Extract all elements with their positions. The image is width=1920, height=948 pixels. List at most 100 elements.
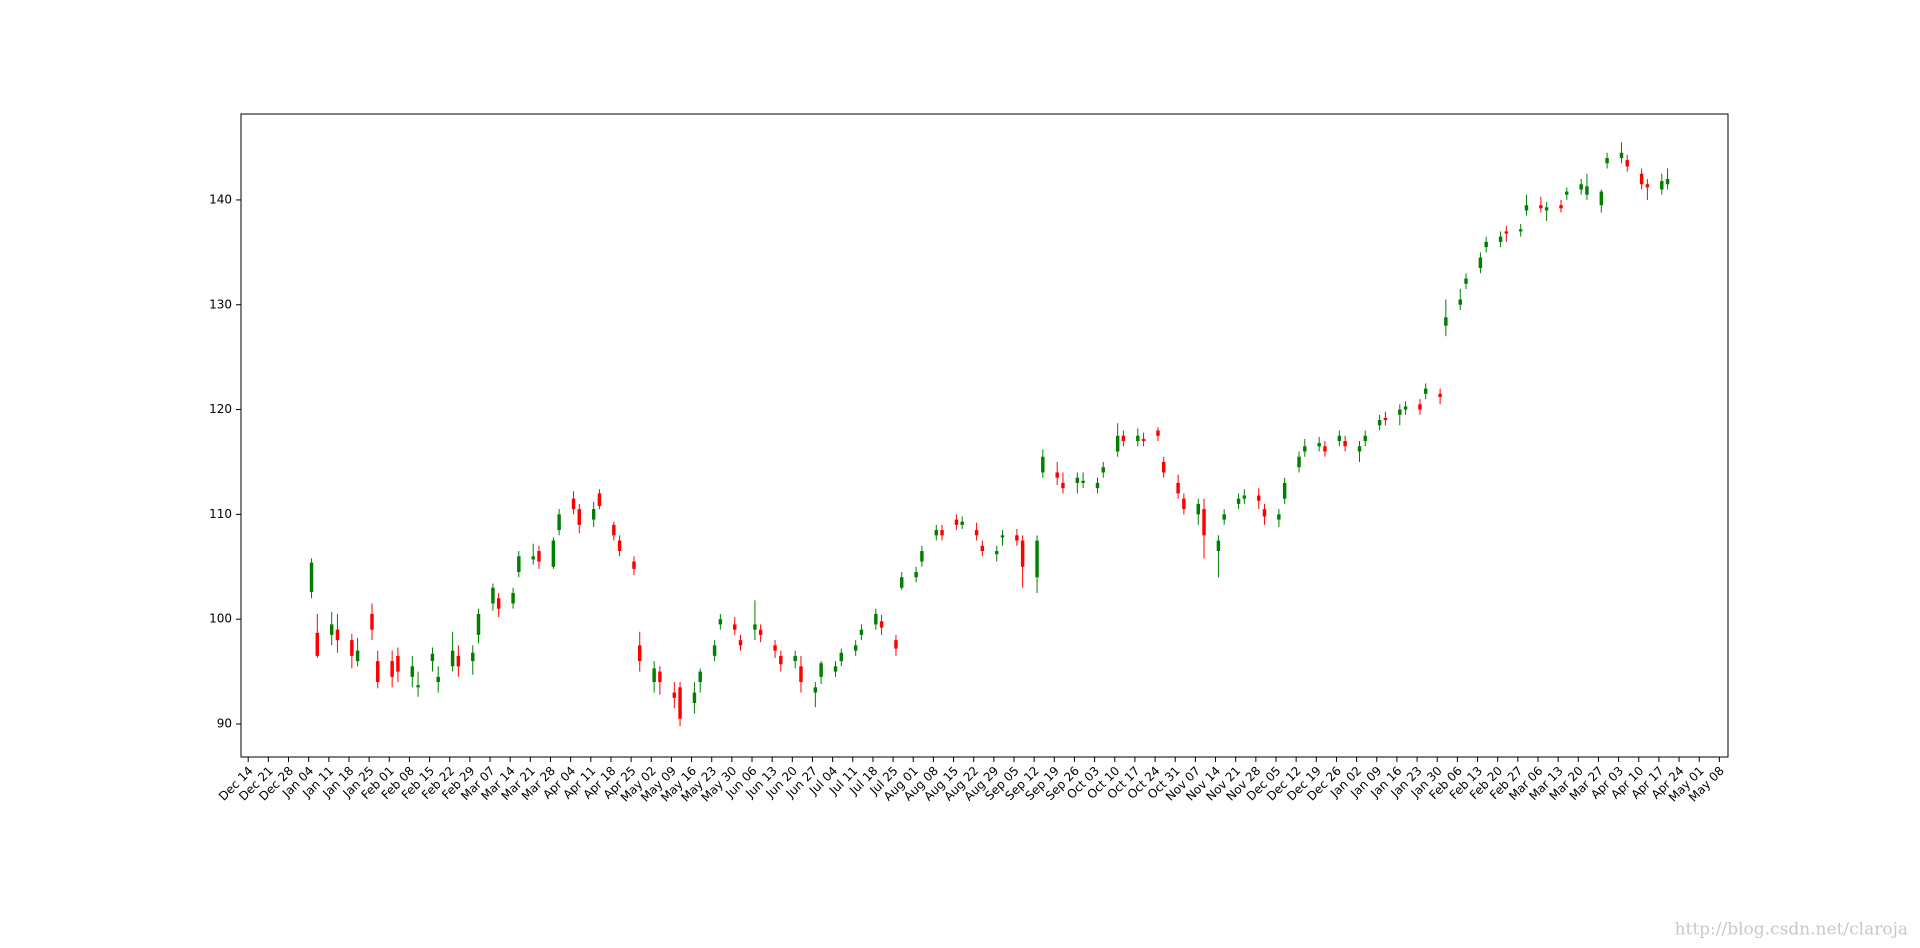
candle-body: [1660, 181, 1664, 190]
candle-body: [1256, 495, 1261, 501]
candle-body: [471, 652, 475, 662]
candle-body: [960, 521, 964, 525]
candle-body: [1539, 205, 1543, 209]
candle-body: [1156, 430, 1160, 436]
candle-body: [658, 671, 662, 683]
candle-body: [1559, 205, 1563, 209]
candle-body: [813, 687, 818, 693]
candle-body: [1222, 514, 1226, 520]
candle-body: [712, 645, 717, 656]
candle-body: [335, 629, 340, 641]
candle-body: [1297, 456, 1301, 468]
candle-body: [410, 666, 415, 677]
candle-body: [859, 629, 864, 635]
candle-body: [940, 530, 944, 536]
candle-body: [738, 640, 743, 646]
candle-body: [531, 556, 535, 560]
candle-body: [833, 666, 838, 672]
candle-body: [591, 509, 596, 520]
candle-body: [698, 671, 702, 683]
candle-body: [309, 562, 314, 592]
candle-body: [1639, 173, 1644, 185]
candle-body: [1041, 456, 1045, 473]
candle-body: [779, 655, 783, 665]
plot-frame: [240, 113, 1729, 758]
candle-body: [1242, 495, 1247, 499]
candle-body: [1000, 535, 1005, 538]
candle-body: [1075, 477, 1080, 483]
candle-body: [577, 509, 582, 525]
candle-body: [692, 692, 697, 704]
y-tick-label: 140: [209, 192, 232, 206]
candle-body: [733, 624, 737, 630]
candle-body: [1337, 435, 1342, 442]
candle-body: [799, 666, 803, 683]
candle-body: [1020, 540, 1025, 567]
y-tick-label: 110: [209, 507, 232, 521]
candle-body: [1141, 438, 1146, 442]
candle-body: [1565, 191, 1569, 195]
candle-body: [1343, 441, 1347, 447]
candle-body: [1625, 160, 1629, 167]
candle-body: [1645, 184, 1650, 188]
candle-body: [793, 655, 797, 662]
candle-body: [1377, 420, 1382, 426]
candle-body: [1262, 509, 1267, 517]
candle-body: [436, 676, 440, 683]
candle-body: [517, 556, 521, 573]
candle-body: [1136, 435, 1140, 442]
candle-body: [329, 624, 334, 635]
candle-body: [476, 613, 481, 635]
candle-body: [853, 645, 858, 651]
candle-body: [914, 572, 918, 578]
candle-body: [1544, 207, 1549, 211]
candle-body: [980, 545, 985, 552]
candle-body: [1323, 446, 1327, 452]
candle-body: [416, 685, 420, 688]
candle-body: [1665, 178, 1670, 185]
candle-body: [537, 551, 541, 562]
candle-body: [1015, 535, 1019, 541]
candle-body: [894, 640, 898, 649]
candle-body: [1081, 480, 1085, 483]
candle-body: [1095, 482, 1100, 489]
candle-body: [1121, 435, 1126, 442]
candle-body: [511, 592, 515, 604]
candle-body: [632, 561, 636, 569]
candle-body: [1498, 236, 1503, 242]
candle-body: [758, 629, 763, 635]
candle-body: [1579, 184, 1583, 190]
candle-body: [879, 621, 884, 628]
candle-body: [1438, 393, 1442, 397]
candle-body: [450, 650, 455, 667]
candle-body: [718, 619, 723, 625]
candle-body: [1599, 191, 1604, 206]
candle-body: [1161, 461, 1166, 473]
candle-body: [1464, 278, 1468, 284]
candle-body: [1423, 388, 1428, 394]
candle-body: [1216, 540, 1221, 552]
candle-body: [1458, 299, 1462, 305]
candle-body: [1478, 257, 1483, 269]
candle-body: [456, 655, 461, 667]
candle-body: [370, 613, 374, 630]
candle-body: [315, 632, 320, 656]
candle-body: [974, 530, 979, 536]
candle-body: [1182, 498, 1186, 510]
candle-body: [1303, 446, 1307, 452]
candle-body: [597, 493, 602, 506]
candle-body: [934, 530, 939, 536]
candle-body: [638, 645, 642, 662]
candle-body: [1524, 205, 1529, 211]
candle-body: [874, 613, 878, 625]
candle-body: [900, 577, 904, 588]
candle-body: [1484, 241, 1488, 248]
candle-body: [672, 692, 677, 698]
candle-body: [1115, 435, 1120, 452]
candle-body: [995, 551, 999, 555]
candle-body: [390, 661, 394, 677]
candle-body: [1101, 467, 1105, 473]
candle-body: [350, 640, 354, 656]
